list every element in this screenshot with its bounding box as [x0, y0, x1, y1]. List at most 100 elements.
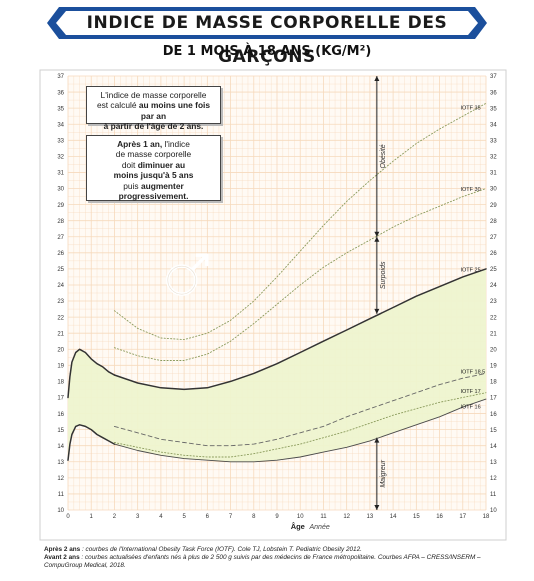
- y-tick-right-12: 12: [490, 476, 497, 482]
- y-tick-right-17: 17: [490, 396, 497, 402]
- y-tick-left-27: 27: [57, 235, 64, 241]
- x-tick-9: 9: [275, 514, 279, 520]
- y-tick-left-36: 36: [57, 90, 64, 96]
- y-tick-right-34: 34: [490, 122, 497, 128]
- y-tick-right-20: 20: [490, 347, 497, 353]
- note2-line5b: augmenter: [140, 180, 184, 191]
- y-tick-left-20: 20: [57, 347, 64, 353]
- series-iotf-30: [113, 188, 487, 361]
- x-tick-12: 12: [343, 514, 350, 520]
- note2-line2: de masse corporelle: [115, 149, 192, 160]
- y-tick-left-32: 32: [57, 155, 64, 161]
- note2-line3b: diminuer au: [137, 159, 186, 170]
- series-courbe-basse-0-2-ans-: [67, 424, 116, 461]
- y-tick-left-24: 24: [57, 283, 64, 289]
- y-tick-left-31: 31: [57, 171, 64, 177]
- x-tick-4: 4: [159, 514, 163, 520]
- y-tick-right-32: 32: [490, 155, 497, 161]
- y-tick-right-18: 18: [490, 380, 497, 386]
- x-tick-15: 15: [413, 514, 420, 520]
- note-calculation: L'indice de masse corporelle est calculé…: [86, 86, 221, 131]
- x-tick-5: 5: [182, 514, 186, 520]
- x-tick-0: 0: [66, 514, 70, 520]
- series-iotf-18-5: [113, 372, 487, 447]
- y-tick-left-25: 25: [57, 267, 64, 273]
- male-symbol-outline: [167, 265, 197, 295]
- x-axis-unit: Année: [309, 524, 330, 531]
- y-tick-right-33: 33: [490, 138, 497, 144]
- curve-label-iotf-35: IOTF 35: [460, 105, 480, 111]
- y-tick-right-31: 31: [490, 171, 497, 177]
- y-tick-left-15: 15: [57, 428, 64, 434]
- y-tick-left-29: 29: [57, 203, 64, 209]
- y-tick-right-16: 16: [490, 412, 497, 418]
- y-tick-left-18: 18: [57, 380, 64, 386]
- curve-label-iotf-30: IOTF 30: [460, 187, 480, 193]
- y-tick-right-35: 35: [490, 106, 497, 112]
- y-tick-left-33: 33: [57, 138, 64, 144]
- source-text-1: : courbes de l'International Obesity Tas…: [80, 546, 362, 553]
- y-tick-right-19: 19: [490, 364, 497, 370]
- y-tick-left-21: 21: [57, 331, 64, 337]
- note2-line4: moins jusqu'à 5 ans: [113, 170, 194, 181]
- note2-line1a: Après 1 an,: [117, 139, 163, 149]
- normal-band: [68, 268, 486, 462]
- series-iotf-25: [113, 268, 487, 391]
- x-tick-18: 18: [483, 514, 490, 520]
- y-tick-right-29: 29: [490, 203, 497, 209]
- y-tick-left-14: 14: [57, 444, 64, 450]
- series-iotf-35: [113, 102, 487, 341]
- y-tick-left-23: 23: [57, 299, 64, 305]
- banner-shape: [47, 7, 487, 39]
- zone-label-2: Maigreur: [380, 459, 387, 487]
- x-tick-17: 17: [459, 514, 466, 520]
- y-tick-left-17: 17: [57, 396, 64, 402]
- y-tick-right-24: 24: [490, 283, 497, 289]
- y-tick-right-37: 37: [490, 74, 497, 80]
- male-symbol-shaft: [190, 254, 208, 272]
- series-iotf-17: [113, 392, 487, 458]
- y-tick-right-28: 28: [490, 219, 497, 225]
- y-tick-left-11: 11: [58, 492, 65, 498]
- note2-line6: progressivement.: [118, 191, 189, 202]
- x-tick-14: 14: [390, 514, 397, 520]
- y-tick-right-27: 27: [490, 235, 497, 241]
- y-tick-right-25: 25: [490, 267, 497, 273]
- y-tick-left-34: 34: [57, 122, 64, 128]
- x-tick-8: 8: [252, 514, 256, 520]
- source-label-2: Avant 2 ans: [44, 554, 80, 561]
- y-tick-left-19: 19: [57, 364, 64, 370]
- y-tick-right-21: 21: [490, 331, 497, 337]
- note-evolution: Après 1 an, l'indice de masse corporelle…: [86, 135, 221, 201]
- series-courbe-haute-0-2-ans-: [67, 348, 116, 399]
- zone-arrowhead-top-2: [374, 437, 380, 443]
- x-tick-10: 10: [297, 514, 304, 520]
- zone-arrowhead-bottom-2: [374, 505, 380, 510]
- y-tick-right-30: 30: [490, 187, 497, 193]
- curve-label-iotf-25: IOTF 25: [460, 268, 480, 274]
- curve-label-iotf-16: IOTF 16: [460, 405, 480, 411]
- y-tick-left-10: 10: [57, 508, 64, 514]
- y-tick-left-37: 37: [57, 74, 64, 80]
- series-iotf-16: [113, 398, 487, 463]
- y-tick-left-16: 16: [57, 412, 64, 418]
- y-tick-left-30: 30: [57, 187, 64, 193]
- zone-arrowhead-bottom-0: [374, 231, 380, 237]
- x-tick-6: 6: [206, 514, 210, 520]
- y-tick-left-12: 12: [57, 476, 64, 482]
- x-tick-16: 16: [436, 514, 443, 520]
- y-tick-left-22: 22: [57, 315, 64, 321]
- x-tick-3: 3: [136, 514, 140, 520]
- y-tick-right-15: 15: [490, 428, 497, 434]
- chart-outer-frame: [39, 69, 507, 541]
- title-banner: INDICE DE MASSE CORPORELLE DES GARÇONS: [47, 6, 487, 67]
- zone-label-0: Obésité: [380, 144, 387, 168]
- page-subtitle: DE 1 MOIS À 18 ANS (KG/M²): [162, 44, 372, 59]
- y-tick-left-26: 26: [57, 251, 64, 257]
- x-tick-7: 7: [229, 514, 233, 520]
- y-tick-right-22: 22: [490, 315, 497, 321]
- y-tick-right-11: 11: [490, 492, 497, 498]
- note1-line1: L'indice de masse corporelle: [100, 90, 207, 100]
- curve-label-iotf-17: IOTF 17: [460, 389, 480, 395]
